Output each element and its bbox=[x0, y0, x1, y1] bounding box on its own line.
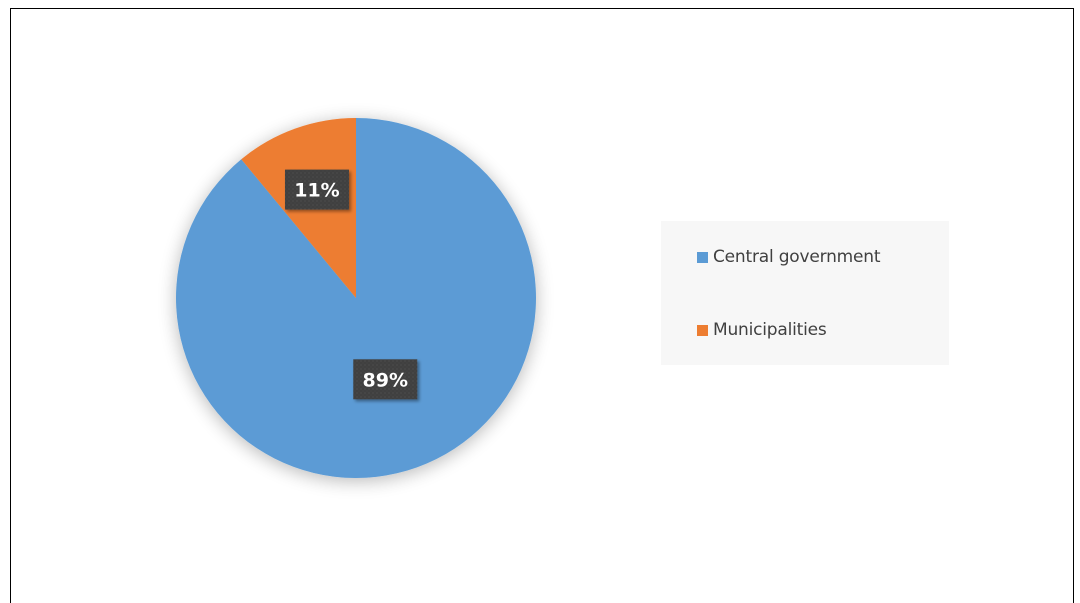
data-label-text: 11% bbox=[294, 180, 339, 202]
legend-swatch-central-government bbox=[697, 251, 708, 263]
legend-item-central-government: Central government bbox=[697, 245, 881, 269]
legend-label-central-government: Central government bbox=[713, 247, 881, 267]
chart-legend: Central government Municipalities bbox=[661, 221, 949, 365]
data-label-text: 89% bbox=[363, 369, 408, 391]
data-label-box bbox=[353, 359, 418, 400]
legend-label-municipalities: Municipalities bbox=[713, 320, 827, 340]
legend-item-municipalities: Municipalities bbox=[697, 318, 827, 342]
data-label-central-government: 89% bbox=[353, 359, 418, 400]
legend-swatch-municipalities bbox=[697, 324, 708, 336]
data-label-municipalities: 11% bbox=[284, 169, 349, 210]
data-label-box bbox=[284, 169, 349, 210]
